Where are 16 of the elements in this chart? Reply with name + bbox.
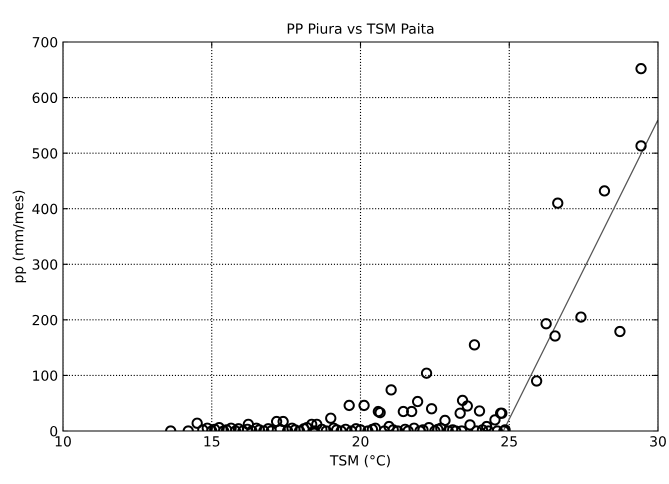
x-tick-label: 15 [204, 436, 220, 447]
x-tick-label: 30 [650, 436, 666, 447]
x-axis-title: TSM (°C) [330, 454, 390, 468]
y-tick-label: 100 [33, 370, 58, 381]
x-tick-label: 20 [352, 436, 368, 447]
y-axis-title: pp (mm/mes) [12, 190, 26, 282]
chart-title: PP Piura vs TSM Paita [288, 23, 434, 34]
y-tick-label: 400 [32, 204, 58, 214]
x-tick-label: 25 [501, 436, 517, 447]
y-tick-label: 0 [50, 426, 58, 436]
y-tick-label: 200 [32, 314, 58, 326]
y-tick-label: 300 [32, 259, 58, 270]
y-tick-label: 700 [32, 36, 58, 48]
x-tick-label: 10 [56, 436, 71, 447]
y-tick-label: 600 [32, 92, 58, 104]
y-tick-label: 500 [32, 148, 58, 159]
